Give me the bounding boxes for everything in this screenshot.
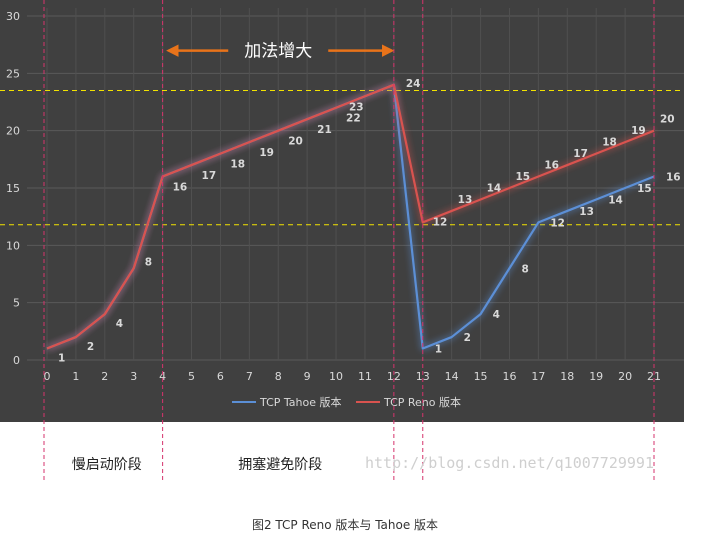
x-tick-label: 18 (560, 370, 574, 383)
data-label: 21 (317, 124, 332, 136)
data-label: 19 (631, 125, 646, 137)
x-tick-label: 3 (130, 370, 137, 383)
x-tick-label: 11 (358, 370, 372, 383)
data-label: 19 (259, 147, 274, 159)
data-label: 14 (487, 182, 502, 194)
data-label: 4 (116, 318, 123, 330)
series-line (46, 83, 655, 350)
data-label: 17 (202, 170, 217, 182)
data-label: 18 (602, 137, 617, 149)
data-labels: 1248161718192021222324124812131415161213… (58, 78, 681, 365)
x-tick-label: 12 (387, 370, 401, 383)
data-label: 8 (145, 256, 152, 268)
data-label: 12 (433, 216, 448, 228)
x-tick-label: 16 (502, 370, 516, 383)
data-label: 13 (458, 194, 473, 206)
data-label: 16 (173, 182, 188, 194)
y-tick-label: 20 (6, 125, 20, 138)
data-label: 13 (579, 206, 594, 218)
data-label: 2 (87, 341, 94, 353)
phase-labels: 慢启动阶段 拥塞避免阶段 (72, 456, 322, 473)
legend-label: TCP Reno 版本 (383, 395, 461, 409)
x-tick-label: 19 (589, 370, 603, 383)
x-tick-label: 10 (329, 370, 343, 383)
x-tick-label: 1 (72, 370, 79, 383)
x-tick-label: 2 (101, 370, 108, 383)
data-label: 20 (288, 136, 303, 148)
data-label: 15 (515, 171, 530, 183)
y-tick-label: 30 (6, 10, 20, 23)
x-tick-label: 20 (618, 370, 632, 383)
data-label: 4 (493, 309, 500, 321)
y-tick-label: 0 (13, 354, 20, 367)
x-tick-label: 14 (445, 370, 459, 383)
data-label: 24 (406, 78, 421, 90)
x-tick-label: 0 (44, 370, 51, 383)
phase-dividers (43, 0, 655, 482)
x-tick-label: 6 (217, 370, 224, 383)
x-tick-label: 4 (159, 370, 166, 383)
legend: TCP Tahoe 版本 TCP Reno 版本 (232, 395, 461, 409)
y-tick-label: 10 (6, 239, 20, 252)
series-reno (46, 83, 655, 350)
x-tick-label: 8 (275, 370, 282, 383)
y-tick-label: 15 (6, 182, 20, 195)
data-label: 8 (521, 263, 528, 275)
x-tick-label: 21 (647, 370, 661, 383)
data-label: 23 (349, 101, 364, 113)
x-tick-label: 13 (416, 370, 430, 383)
phase-label: 拥塞避免阶段 (238, 456, 322, 473)
figure-caption: 图2 TCP Reno 版本与 Tahoe 版本 (252, 518, 438, 532)
data-label: 1 (435, 344, 442, 356)
x-tick-label: 7 (246, 370, 253, 383)
x-tick-label: 9 (304, 370, 311, 383)
watermark: http://blog.csdn.net/q1007729991 (365, 454, 654, 472)
y-tick-label: 25 (6, 67, 20, 80)
data-label: 17 (573, 148, 588, 160)
x-tick-label: 15 (474, 370, 488, 383)
phase-label: 慢启动阶段 (72, 456, 142, 473)
threshold-lines (0, 90, 684, 226)
data-label: 16 (544, 160, 559, 172)
legend-label: TCP Tahoe 版本 (259, 395, 342, 409)
series-layer: 1248161718192021222324124812131415161213… (46, 78, 681, 365)
annotation-arrow: 加法增大 (166, 42, 395, 62)
annotation-label: 加法增大 (244, 42, 312, 62)
data-label: 20 (660, 114, 675, 126)
x-tick-label: 5 (188, 370, 195, 383)
y-tick-label: 5 (13, 297, 20, 310)
data-label: 15 (637, 183, 652, 195)
data-label: 16 (666, 172, 681, 184)
data-label: 12 (550, 217, 565, 229)
data-label: 14 (608, 194, 623, 206)
data-label: 1 (58, 353, 65, 365)
x-tick-label: 17 (531, 370, 545, 383)
data-label: 18 (230, 159, 245, 171)
data-label: 22 (346, 113, 361, 125)
data-label: 2 (464, 332, 471, 344)
